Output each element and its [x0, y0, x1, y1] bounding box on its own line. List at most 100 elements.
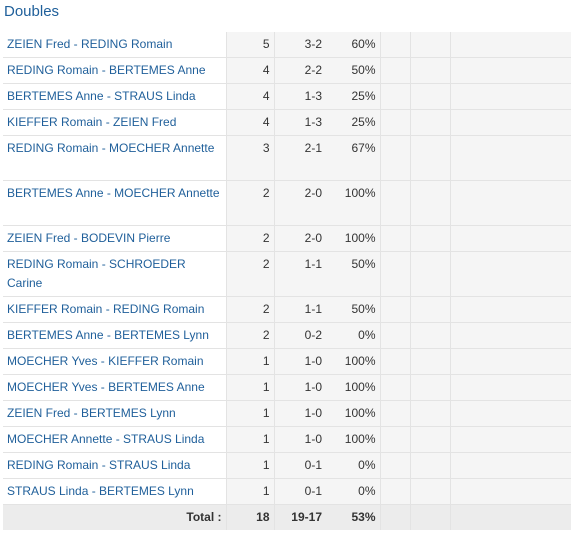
matches-cell: 2	[225, 225, 274, 252]
section-title: Doubles	[4, 3, 60, 20]
pair-link[interactable]: KIEFFER Romain - REDING Romain	[7, 302, 205, 316]
pair-cell: BERTEMES Anne - STRAUS Linda	[3, 83, 226, 110]
pair-link[interactable]: BERTEMES Anne - MOECHER Annette	[7, 186, 220, 200]
pair-link[interactable]: BERTEMES Anne - STRAUS Linda	[7, 89, 196, 103]
table-row: KIEFFER Romain - ZEIEN Fred 4 1-3 25%	[3, 109, 571, 136]
pair-cell: STRAUS Linda - BERTEMES Lynn	[3, 478, 226, 505]
percentage-cell: 60%	[326, 32, 380, 58]
score-cell: 0-1	[273, 452, 326, 479]
matches-cell: 2	[225, 296, 274, 323]
percentage-cell: 100%	[326, 426, 380, 453]
table-row: KIEFFER Romain - REDING Romain 2 1-1 50%	[3, 296, 571, 323]
empty-cell	[379, 478, 410, 505]
pair-cell: MOECHER Annette - STRAUS Linda	[3, 426, 226, 453]
empty-cell	[379, 452, 410, 479]
matches-cell: 3	[225, 135, 274, 181]
empty-cell	[409, 374, 450, 401]
table-row: MOECHER Annette - STRAUS Linda 1 1-0 100…	[3, 426, 571, 453]
pair-link[interactable]: MOECHER Yves - BERTEMES Anne	[7, 380, 205, 394]
percentage-cell: 50%	[326, 57, 380, 84]
pair-link[interactable]: ZEIEN Fred - BERTEMES Lynn	[7, 406, 176, 420]
empty-cell	[409, 348, 450, 375]
empty-cell	[409, 400, 450, 427]
empty-cell	[449, 225, 571, 252]
empty-cell	[449, 400, 571, 427]
empty-cell	[379, 504, 410, 530]
table-row: BERTEMES Anne - MOECHER Annette 2 2-0 10…	[3, 180, 571, 226]
doubles-table: ZEIEN Fred - REDING Romain 5 3-2 60% RED…	[3, 32, 571, 530]
empty-cell	[409, 452, 450, 479]
empty-cell	[449, 322, 571, 349]
empty-cell	[379, 180, 410, 226]
empty-cell	[449, 348, 571, 375]
empty-cell	[379, 296, 410, 323]
score-cell: 3-2	[273, 32, 326, 58]
percentage-cell: 50%	[326, 296, 380, 323]
empty-cell	[409, 109, 450, 136]
empty-cell	[409, 322, 450, 349]
table-row: ZEIEN Fred - BERTEMES Lynn 1 1-0 100%	[3, 400, 571, 427]
empty-cell	[379, 426, 410, 453]
matches-cell: 2	[225, 251, 274, 297]
empty-cell	[379, 32, 410, 58]
pair-cell: REDING Romain - BERTEMES Anne	[3, 57, 226, 84]
empty-cell	[449, 374, 571, 401]
table-row: BERTEMES Anne - BERTEMES Lynn 2 0-2 0%	[3, 322, 571, 349]
pair-cell: KIEFFER Romain - REDING Romain	[3, 296, 226, 323]
empty-cell	[449, 296, 571, 323]
percentage-cell: 100%	[326, 225, 380, 252]
matches-cell: 2	[225, 180, 274, 226]
score-cell: 2-0	[273, 180, 326, 226]
score-cell: 1-0	[273, 348, 326, 375]
score-cell: 2-2	[273, 57, 326, 84]
empty-cell	[409, 135, 450, 181]
matches-cell: 1	[225, 348, 274, 375]
total-matches: 18	[225, 504, 274, 530]
table-row: MOECHER Yves - BERTEMES Anne 1 1-0 100%	[3, 374, 571, 401]
percentage-cell: 25%	[326, 109, 380, 136]
pair-cell: MOECHER Yves - KIEFFER Romain	[3, 348, 226, 375]
matches-cell: 4	[225, 83, 274, 110]
empty-cell	[449, 180, 571, 226]
matches-cell: 4	[225, 109, 274, 136]
empty-cell	[449, 478, 571, 505]
empty-cell	[449, 251, 571, 297]
score-cell: 2-1	[273, 135, 326, 181]
total-score: 19-17	[273, 504, 326, 530]
empty-cell	[449, 109, 571, 136]
score-cell: 0-1	[273, 478, 326, 505]
pair-link[interactable]: ZEIEN Fred - BODEVIN Pierre	[7, 231, 171, 245]
empty-cell	[409, 225, 450, 252]
pair-link[interactable]: MOECHER Yves - KIEFFER Romain	[7, 354, 204, 368]
empty-cell	[409, 478, 450, 505]
matches-cell: 1	[225, 452, 274, 479]
pair-link[interactable]: REDING Romain - BERTEMES Anne	[7, 63, 206, 77]
empty-cell	[409, 296, 450, 323]
pair-link[interactable]: REDING Romain - SCHROEDER Carine	[7, 257, 186, 290]
empty-cell	[409, 251, 450, 297]
pair-link[interactable]: ZEIEN Fred - REDING Romain	[7, 37, 173, 51]
table-row: REDING Romain - SCHROEDER Carine 2 1-1 5…	[3, 251, 571, 297]
empty-cell	[409, 180, 450, 226]
pair-link[interactable]: MOECHER Annette - STRAUS Linda	[7, 432, 205, 446]
empty-cell	[379, 109, 410, 136]
pair-link[interactable]: REDING Romain - MOECHER Annette	[7, 141, 215, 155]
pair-link[interactable]: KIEFFER Romain - ZEIEN Fred	[7, 115, 177, 129]
empty-cell	[379, 135, 410, 181]
matches-cell: 1	[225, 478, 274, 505]
total-percentage: 53%	[326, 504, 380, 530]
empty-cell	[449, 32, 571, 58]
pair-cell: REDING Romain - SCHROEDER Carine	[3, 251, 226, 297]
pair-link[interactable]: REDING Romain - STRAUS Linda	[7, 458, 191, 472]
total-label: Total :	[3, 504, 226, 530]
percentage-cell: 0%	[326, 452, 380, 479]
pair-cell: REDING Romain - STRAUS Linda	[3, 452, 226, 479]
matches-cell: 5	[225, 32, 274, 58]
percentage-cell: 0%	[326, 322, 380, 349]
empty-cell	[379, 322, 410, 349]
empty-cell	[379, 225, 410, 252]
pair-link[interactable]: BERTEMES Anne - BERTEMES Lynn	[7, 328, 209, 342]
table-row: ZEIEN Fred - BODEVIN Pierre 2 2-0 100%	[3, 225, 571, 252]
pair-cell: ZEIEN Fred - BERTEMES Lynn	[3, 400, 226, 427]
pair-link[interactable]: STRAUS Linda - BERTEMES Lynn	[7, 484, 194, 498]
